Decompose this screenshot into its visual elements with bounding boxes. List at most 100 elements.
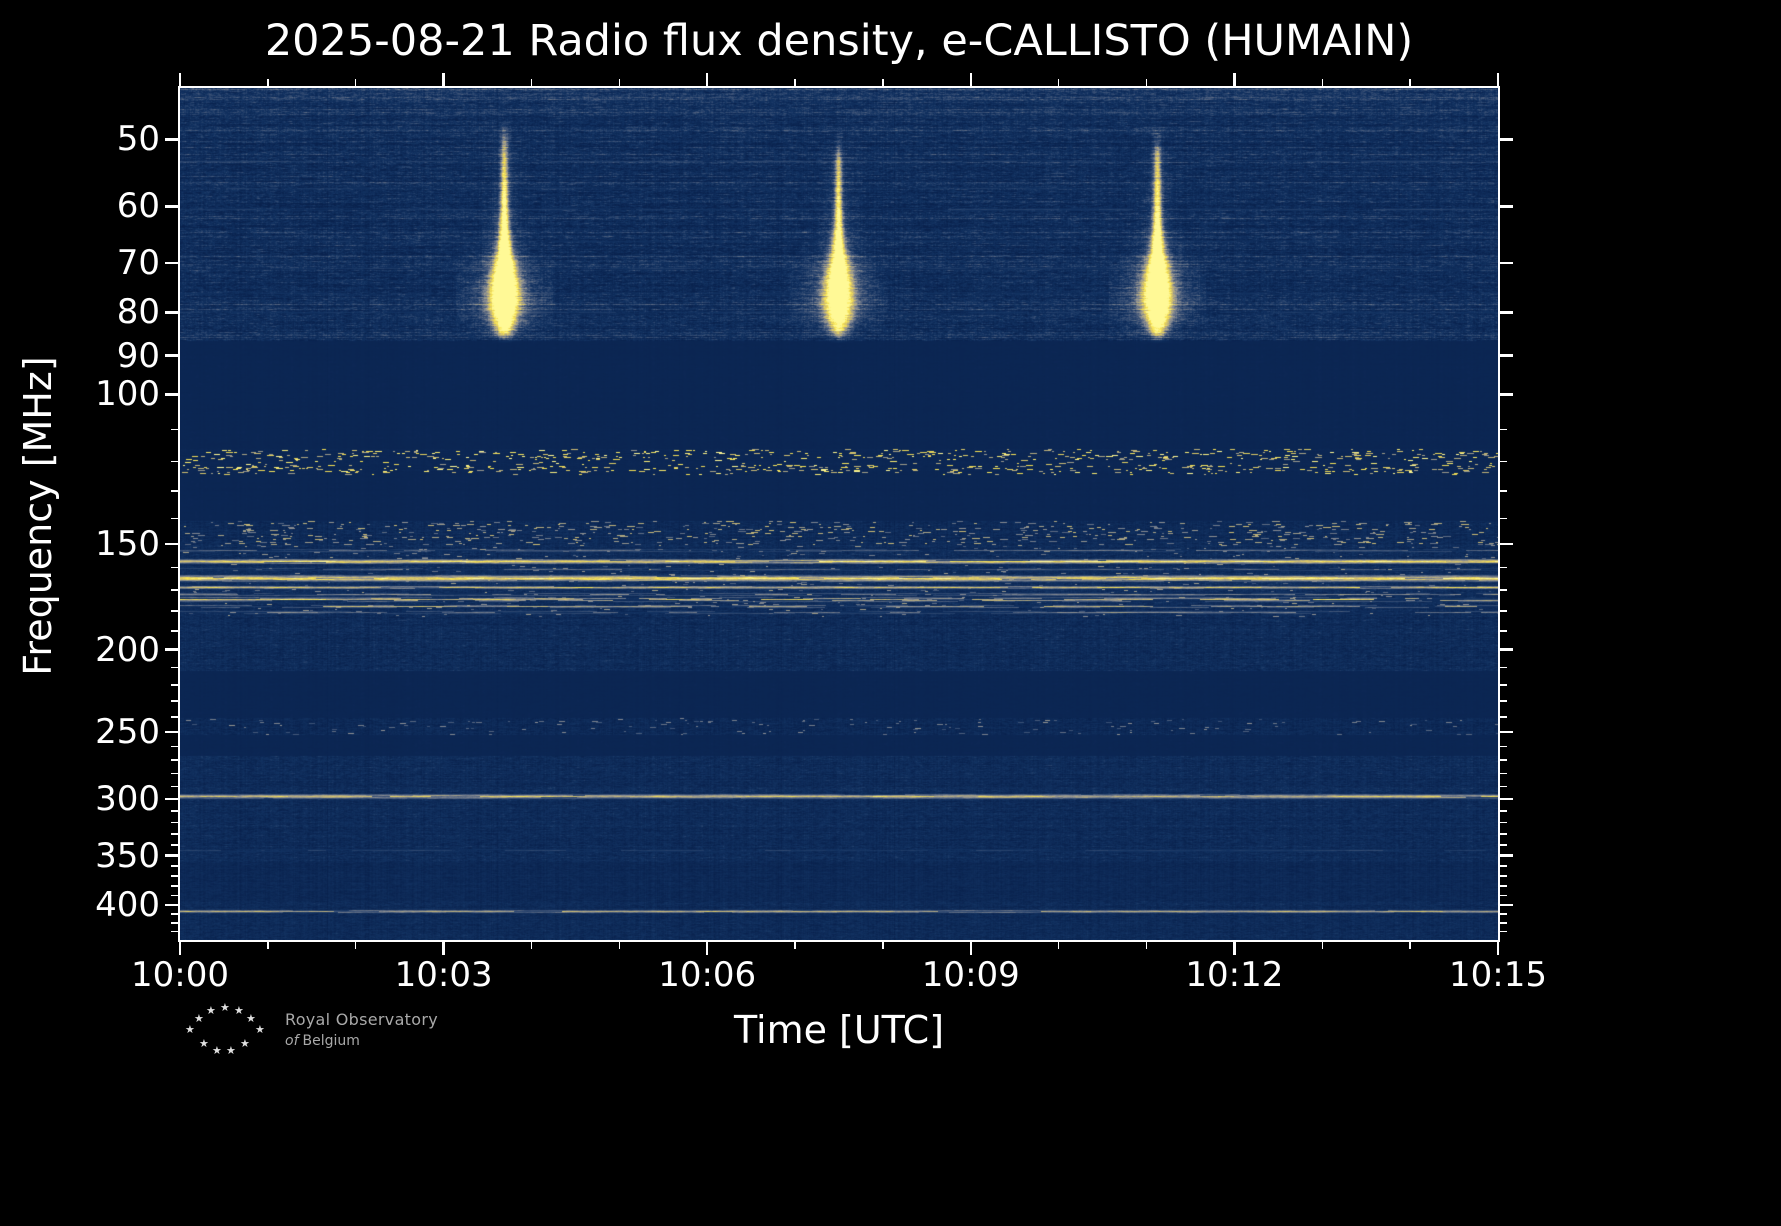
axis-tick bbox=[1500, 700, 1507, 702]
axis-tick bbox=[1500, 865, 1507, 867]
axis-tick bbox=[165, 261, 178, 265]
x-tick-label: 10:00 bbox=[131, 955, 229, 995]
axis-tick bbox=[1500, 854, 1513, 857]
axis-tick bbox=[969, 73, 973, 86]
axis-tick bbox=[165, 393, 178, 396]
axis-tick bbox=[178, 942, 182, 955]
star-icon: ★ bbox=[185, 1023, 195, 1036]
chart-title: 2025-08-21 Radio flux density, e-CALLIST… bbox=[264, 16, 1414, 66]
axis-tick bbox=[165, 311, 178, 314]
axis-tick bbox=[1500, 490, 1507, 492]
axis-tick bbox=[171, 833, 178, 835]
axis-tick bbox=[1500, 138, 1513, 141]
axis-tick bbox=[794, 942, 796, 949]
axis-tick bbox=[171, 460, 178, 463]
axis-tick bbox=[171, 865, 178, 867]
star-icon: ★ bbox=[246, 1012, 256, 1025]
y-tick-label: 200 bbox=[95, 629, 160, 670]
axis-tick bbox=[1409, 79, 1411, 86]
axis-tick bbox=[171, 700, 178, 702]
axis-tick bbox=[1321, 942, 1324, 949]
y-tick-label: 350 bbox=[95, 835, 160, 876]
axis-tick bbox=[171, 930, 178, 933]
axis-tick bbox=[1057, 79, 1060, 86]
star-icon: ★ bbox=[220, 1001, 230, 1014]
axis-tick bbox=[171, 517, 178, 520]
x-tick-label: 10:03 bbox=[394, 955, 493, 995]
axis-tick bbox=[171, 785, 178, 788]
axis-tick bbox=[1500, 875, 1507, 877]
rob-logo-text-line2: of Belgium bbox=[285, 1033, 438, 1049]
axis-tick bbox=[171, 666, 178, 669]
axis-tick bbox=[1500, 716, 1507, 718]
axis-tick bbox=[1500, 589, 1507, 591]
axis-tick bbox=[1500, 922, 1507, 924]
axis-tick bbox=[1500, 630, 1507, 632]
axis-tick bbox=[1500, 666, 1507, 669]
rob-logo-stars: ★ ★ ★ ★ ★ ★ ★ ★ ★ ★ ★ bbox=[183, 1000, 271, 1060]
axis-tick bbox=[1500, 354, 1513, 357]
axis-tick bbox=[882, 79, 884, 86]
axis-tick bbox=[171, 759, 178, 761]
axis-tick bbox=[171, 610, 178, 612]
star-icon: ★ bbox=[226, 1044, 236, 1057]
axis-tick bbox=[1233, 73, 1236, 86]
axis-tick bbox=[1500, 542, 1513, 546]
axis-tick bbox=[1500, 810, 1507, 812]
axis-tick bbox=[165, 797, 178, 801]
y-tick-label: 250 bbox=[95, 711, 160, 752]
axis-tick bbox=[1500, 745, 1507, 748]
axis-tick bbox=[165, 138, 178, 141]
axis-tick bbox=[171, 745, 178, 748]
axis-tick bbox=[442, 942, 445, 955]
rob-logo: ★ ★ ★ ★ ★ ★ ★ ★ ★ ★ ★ Royal Observatory of Belgium bbox=[183, 998, 623, 1072]
axis-tick bbox=[171, 772, 178, 775]
y-tick-label: 70 bbox=[116, 243, 160, 284]
axis-tick bbox=[1500, 428, 1507, 431]
rob-logo-text-belgium: Belgium bbox=[302, 1033, 360, 1049]
axis-tick bbox=[1496, 942, 1500, 955]
axis-tick bbox=[354, 942, 357, 949]
axis-tick bbox=[1233, 942, 1236, 955]
axis-tick bbox=[171, 810, 178, 812]
axis-tick bbox=[1500, 205, 1513, 208]
axis-tick bbox=[267, 942, 269, 949]
axis-tick bbox=[1500, 730, 1513, 734]
axis-tick bbox=[1500, 566, 1507, 569]
axis-tick bbox=[1500, 684, 1507, 686]
y-tick-label: 150 bbox=[95, 523, 160, 564]
axis-tick bbox=[354, 79, 357, 86]
axis-tick bbox=[1500, 930, 1507, 933]
axis-tick bbox=[171, 844, 178, 846]
axis-tick bbox=[171, 821, 178, 824]
axis-tick bbox=[1500, 610, 1507, 612]
star-icon: ★ bbox=[255, 1023, 265, 1036]
axis-tick bbox=[969, 942, 973, 955]
axis-tick bbox=[165, 854, 178, 857]
y-tick-label: 80 bbox=[116, 292, 160, 333]
axis-tick bbox=[705, 73, 709, 86]
axis-tick bbox=[178, 73, 182, 86]
axis-tick bbox=[1145, 942, 1148, 949]
y-tick-label: 400 bbox=[95, 884, 160, 925]
axis-tick bbox=[171, 875, 178, 877]
axis-tick bbox=[171, 922, 178, 924]
star-icon: ★ bbox=[212, 1044, 222, 1057]
x-tick-label: 10:09 bbox=[921, 955, 1020, 995]
star-icon: ★ bbox=[234, 1004, 244, 1017]
axis-tick bbox=[1500, 785, 1507, 788]
axis-tick bbox=[1500, 261, 1513, 265]
y-tick-label: 100 bbox=[95, 374, 160, 415]
axis-tick bbox=[171, 894, 178, 897]
star-icon: ★ bbox=[240, 1037, 250, 1050]
axis-tick bbox=[1500, 821, 1507, 824]
axis-tick bbox=[171, 885, 178, 887]
y-tick-label: 50 bbox=[116, 119, 160, 160]
axis-tick bbox=[171, 913, 178, 915]
axis-tick bbox=[1500, 903, 1513, 907]
spectrogram-canvas bbox=[180, 88, 1498, 940]
axis-tick bbox=[618, 942, 621, 949]
axis-tick bbox=[1500, 648, 1513, 651]
axis-tick bbox=[1500, 894, 1507, 897]
star-icon: ★ bbox=[206, 1004, 216, 1017]
